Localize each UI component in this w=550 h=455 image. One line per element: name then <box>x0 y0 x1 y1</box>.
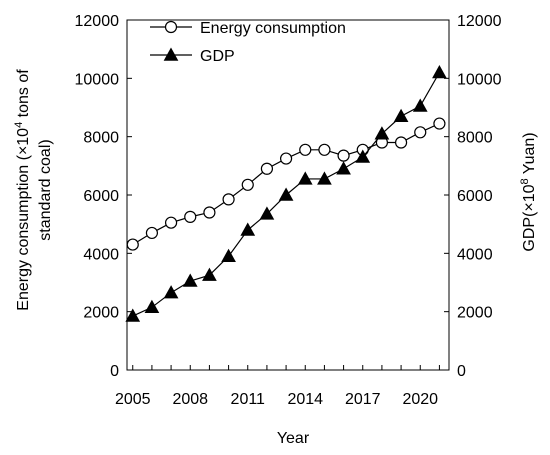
gdp-point <box>374 126 390 140</box>
x-tick-label: 2014 <box>287 391 323 408</box>
gdp-point <box>278 187 294 201</box>
energy-consumption-point <box>126 238 139 251</box>
right-y-tick-label: 8000 <box>457 130 493 147</box>
series-line-energy-consumption <box>132 122 440 246</box>
energy-consumption-point <box>164 216 178 229</box>
gdp-point <box>144 299 160 313</box>
energy-consumption-point <box>433 117 446 130</box>
gdp-point <box>432 64 447 79</box>
gdp-point <box>355 149 371 163</box>
energy-consumption-point <box>260 162 274 175</box>
right-y-tick-label: 0 <box>457 363 466 380</box>
legend-marker-energy-consumption <box>164 20 178 34</box>
left-y-axis-label-superscript: 4 <box>13 122 25 128</box>
legend-label-energy-consumption: Energy consumption <box>200 20 346 37</box>
left-y-tick-label: 12000 <box>75 13 120 30</box>
left-y-tick-label: 2000 <box>83 305 119 322</box>
left-y-tick-label: 6000 <box>83 188 119 205</box>
gdp-point <box>259 206 275 220</box>
x-tick-label: 2011 <box>231 391 266 408</box>
energy-consumption-point <box>184 210 197 223</box>
gdp-point <box>412 98 428 112</box>
right-y-tick-label: 6000 <box>457 188 493 205</box>
gdp-point <box>297 171 313 185</box>
left-y-axis-label-part: Energy consumption (×10 <box>15 128 32 311</box>
left-y-tick-label: 0 <box>110 363 119 380</box>
left-y-tick-label: 4000 <box>83 246 119 263</box>
energy-consumption-point <box>222 193 235 206</box>
gdp-point <box>182 273 198 287</box>
gdp-point <box>336 161 351 175</box>
gdp-point <box>125 308 141 322</box>
gdp-point <box>202 267 217 281</box>
gdp-point <box>393 108 409 122</box>
energy-consumption-point <box>145 226 159 240</box>
x-tick-label: 2005 <box>115 391 151 408</box>
right-y-axis-label-superscript: 8 <box>519 178 531 184</box>
x-tick-label: 2017 <box>345 391 381 408</box>
left-y-tick-label: 8000 <box>83 130 119 147</box>
gdp-point <box>317 171 332 185</box>
right-y-axis-label-group: GDP(×108 Yuan) <box>519 132 538 251</box>
gdp-point <box>240 222 256 236</box>
legend-label-gdp: GDP <box>200 48 235 65</box>
right-y-tick-label: 10000 <box>457 71 502 88</box>
right-y-axis-label: GDP(×108 Yuan) <box>519 132 538 251</box>
right-y-axis-label-part: GDP(×10 <box>521 184 538 251</box>
energy-consumption-point <box>299 143 312 156</box>
right-y-tick-label: 12000 <box>457 13 502 30</box>
right-y-axis-label-part: Yuan) <box>521 132 538 178</box>
left-y-axis-label-group: Energy consumption (×104 tons of standard… <box>13 69 54 311</box>
right-y-tick-label: 2000 <box>457 305 493 322</box>
energy-consumption-point <box>203 206 216 219</box>
energy-consumption-point <box>414 126 427 139</box>
x-tick-label: 2020 <box>402 391 438 408</box>
gdp-point <box>163 285 179 299</box>
x-axis-label: Year <box>277 430 310 447</box>
energy-consumption-point <box>241 178 254 191</box>
gdp-point <box>221 248 236 262</box>
energy-consumption-point <box>279 152 293 165</box>
energy-consumption-point <box>337 149 350 162</box>
right-y-tick-label: 4000 <box>457 246 493 263</box>
energy-consumption-point <box>394 136 408 149</box>
x-tick-label: 2008 <box>172 391 208 408</box>
left-y-axis-label-part: tons of <box>15 69 32 122</box>
energy-consumption-point <box>318 143 331 156</box>
legend-marker-gdp <box>163 47 179 61</box>
left-y-tick-label: 10000 <box>75 71 120 88</box>
left-y-axis-label-line2: standard coal) <box>37 139 54 240</box>
left-y-axis-label: Energy consumption (×104 tons of <box>13 69 32 311</box>
